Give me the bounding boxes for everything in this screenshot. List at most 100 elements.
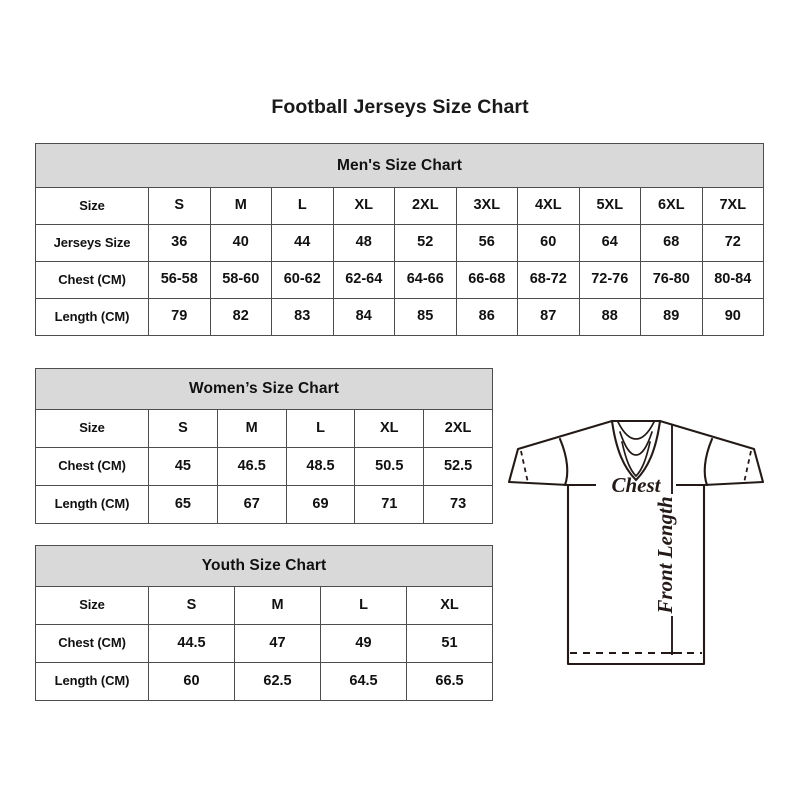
table-caption-row: Youth Size Chart (35, 545, 493, 587)
table-row: Chest (CM) 45 46.5 48.5 50.5 52.5 (35, 447, 493, 486)
right-armhole-seam (703, 437, 714, 487)
table-header-row: Size S M L XL 2XL (35, 409, 493, 448)
header-size-2xl: 2XL (394, 187, 457, 225)
table-cell: 44 (271, 224, 334, 262)
table-cell: 90 (701, 298, 765, 336)
table-cell: 51 (406, 624, 493, 663)
table-cell: 45 (148, 447, 218, 486)
table-cell: 64 (578, 224, 641, 262)
table-cell: 66.5 (406, 662, 493, 701)
table-cell: 49 (320, 624, 407, 663)
table-cell: 46.5 (216, 447, 287, 486)
table-cell: 73 (423, 485, 493, 524)
vneck-collar-arc-1 (617, 421, 655, 440)
table-cell: 69 (285, 485, 356, 524)
row-label: Jerseys Size (35, 224, 149, 262)
table-cell: 88 (578, 298, 641, 336)
header-size-l: L (320, 586, 407, 625)
table-cell: 36 (148, 224, 211, 262)
table-cell: 68 (640, 224, 703, 262)
table-cell: 48.5 (285, 447, 356, 486)
table-cell: 52 (394, 224, 457, 262)
mens-size-chart-table: Men's Size Chart Size S M L XL 2XL 3XL 4… (34, 143, 765, 336)
table-cell: 72 (701, 224, 765, 262)
header-size-3xl: 3XL (455, 187, 518, 225)
header-size-m: M (234, 586, 321, 625)
table-cell: 60-62 (271, 261, 334, 299)
header-size-s: S (148, 187, 211, 225)
table-cell: 52.5 (423, 447, 493, 486)
header-size-6xl: 6XL (640, 187, 703, 225)
right-sleeve-outline (658, 419, 765, 487)
row-label: Chest (CM) (35, 261, 149, 299)
youth-table-caption: Youth Size Chart (35, 545, 493, 587)
table-caption-row: Women’s Size Chart (35, 368, 493, 410)
left-armhole-seam (558, 437, 569, 487)
header-rowlabel: Size (35, 586, 149, 625)
row-label: Length (CM) (35, 485, 149, 524)
tshirt-measurement-diagram: Chest Front Length (496, 398, 776, 683)
table-cell: 64-66 (394, 261, 457, 299)
womens-size-chart-table: Women’s Size Chart Size S M L XL 2XL Che… (35, 368, 493, 524)
table-row: Length (CM) 79 82 83 84 85 86 87 88 89 9… (35, 298, 765, 336)
table-cell: 64.5 (320, 662, 407, 701)
table-cell: 40 (209, 224, 272, 262)
table-header-row: Size S M L XL (35, 586, 493, 625)
header-size-s: S (148, 409, 218, 448)
table-cell: 85 (394, 298, 457, 336)
table-row: Chest (CM) 44.5 47 49 51 (35, 624, 493, 663)
header-rowlabel: Size (35, 409, 149, 448)
table-cell: 79 (148, 298, 211, 336)
table-row: Jerseys Size 36 40 44 48 52 56 60 64 68 … (35, 224, 765, 262)
mens-table-caption: Men's Size Chart (34, 143, 765, 188)
table-cell: 71 (354, 485, 425, 524)
table-cell: 62-64 (332, 261, 395, 299)
table-cell: 62.5 (234, 662, 321, 701)
womens-table-caption: Women’s Size Chart (35, 368, 493, 410)
table-caption-row: Men's Size Chart (34, 143, 765, 188)
row-label: Chest (CM) (35, 624, 149, 663)
header-size-7xl: 7XL (701, 187, 765, 225)
table-cell: 47 (234, 624, 321, 663)
header-rowlabel: Size (35, 187, 149, 225)
table-cell: 60 (517, 224, 580, 262)
youth-size-chart-table: Youth Size Chart Size S M L XL Chest (CM… (35, 545, 493, 701)
table-cell: 80-84 (701, 261, 765, 299)
header-size-l: L (271, 187, 334, 225)
table-row: Length (CM) 65 67 69 71 73 (35, 485, 493, 524)
shirt-body-outline (566, 483, 706, 666)
table-cell: 89 (640, 298, 703, 336)
vneck-collar-arc-2 (619, 431, 653, 456)
table-cell: 60 (148, 662, 235, 701)
header-size-l: L (285, 409, 356, 448)
row-label: Length (CM) (35, 662, 149, 701)
chest-measure-label: Chest (611, 473, 661, 497)
header-size-m: M (216, 409, 287, 448)
table-cell: 68-72 (517, 261, 580, 299)
table-cell: 58-60 (209, 261, 272, 299)
header-size-xl: XL (332, 187, 395, 225)
table-cell: 72-76 (578, 261, 641, 299)
row-label: Chest (CM) (35, 447, 149, 486)
table-cell: 48 (332, 224, 395, 262)
table-cell: 65 (148, 485, 218, 524)
table-cell: 87 (517, 298, 580, 336)
row-label: Length (CM) (35, 298, 149, 336)
table-cell: 56-58 (148, 261, 211, 299)
header-size-2xl: 2XL (423, 409, 493, 448)
table-cell: 86 (455, 298, 518, 336)
table-cell: 66-68 (455, 261, 518, 299)
table-cell: 76-80 (640, 261, 703, 299)
header-size-xl: XL (354, 409, 425, 448)
table-row: Chest (CM) 56-58 58-60 60-62 62-64 64-66… (35, 261, 765, 299)
table-cell: 56 (455, 224, 518, 262)
header-size-4xl: 4XL (517, 187, 580, 225)
header-size-m: M (209, 187, 272, 225)
header-size-5xl: 5XL (578, 187, 641, 225)
right-sleeve-hem-dash (743, 450, 752, 484)
left-sleeve-hem-dash (520, 450, 529, 484)
table-cell: 84 (332, 298, 395, 336)
header-size-s: S (148, 586, 235, 625)
table-cell: 50.5 (354, 447, 425, 486)
